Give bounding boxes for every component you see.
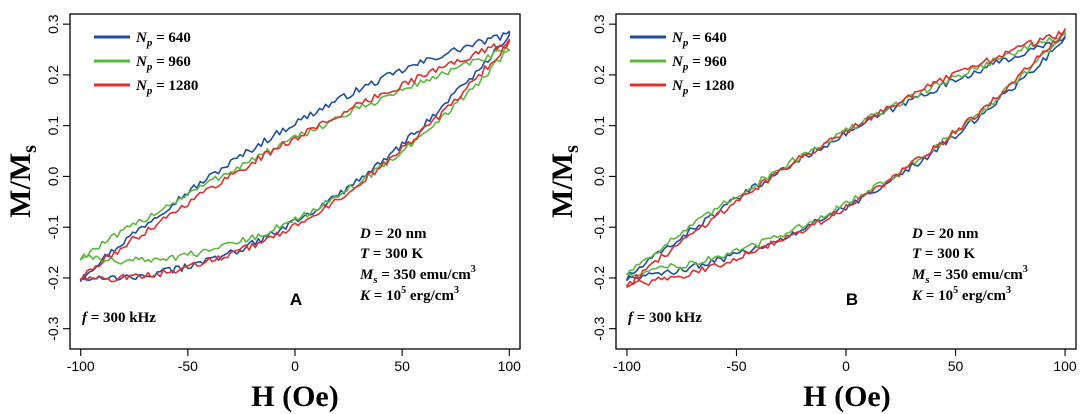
x-tick-label: 0 [842,358,850,374]
series-line-960 [626,31,1066,277]
chart-panel-a: -100 -50 0 50 100 -0.3 -0.2 -0.1 0.0 0.1 0.2 0.3 H (… [4,13,522,413]
chart-panel-b: -100 -50 0 50 100 -0.3 -0.2 -0.1 0.0 0.1 0.2 0.3 H (… [546,13,1077,413]
param-temperature: T = 300 K [912,246,975,262]
param-diameter: D = 20 nm [359,226,427,242]
y-tick-label: 0.0 [591,166,607,186]
x-tick-label: 50 [948,358,964,374]
series-line-1280 [626,28,1066,288]
param-frequency: f = 300 kHz [82,310,156,326]
legend-label-640: Np = 640 [671,30,727,49]
x-tick-label: 50 [394,358,410,374]
param-saturation: Ms = 350 emu/cm3 [911,264,1028,286]
x-axis-label: H (Oe) [803,380,890,413]
x-tick-label: 100 [1053,358,1077,374]
panel-letter: B [846,290,858,309]
panel-letter: A [290,290,302,309]
y-tick-label: -0.2 [45,266,61,290]
param-saturation: Ms = 350 emu/cm3 [359,264,476,286]
y-tick-label: 0.2 [45,65,61,85]
param-diameter: D = 20 nm [911,226,979,242]
y-tick-label: 0.1 [591,116,607,136]
x-tick-label: -50 [178,358,198,374]
y-tick-label: -0.2 [591,266,607,290]
x-tick-label: -100 [67,358,95,374]
legend-label-960: Np = 960 [135,54,191,73]
x-tick-label: -50 [726,358,746,374]
series-line-960 [79,46,511,265]
y-tick-label: 0.1 [45,116,61,136]
x-tick-label: 0 [291,358,299,374]
legend-label-640: Np = 640 [135,30,191,49]
legend-label-1280: Np = 1280 [671,78,734,97]
y-tick-label: -0.3 [591,316,607,340]
x-tick-label: -100 [613,358,641,374]
param-anisotropy: K = 105 erg/cm3 [359,285,459,304]
y-tick-label: 0.3 [591,14,607,34]
y-tick-label: -0.1 [591,215,607,239]
series-line-640 [626,36,1066,281]
param-frequency: f = 300 kHz [628,310,702,326]
y-tick-label: 0.3 [45,14,61,34]
y-axis-label: M/Ms [546,145,583,218]
legend-label-1280: Np = 1280 [135,78,198,97]
y-tick-label: -0.1 [45,215,61,239]
param-anisotropy: K = 105 erg/cm3 [911,285,1011,304]
series-line-640 [79,30,511,282]
y-axis-label: M/Ms [4,145,41,218]
series-line-1280 [79,38,511,283]
y-tick-label: 0.2 [591,65,607,85]
y-tick-label: 0.0 [45,166,61,186]
x-axis-label: H (Oe) [251,380,338,413]
y-tick-label: -0.3 [45,316,61,340]
param-temperature: T = 300 K [360,246,423,262]
x-tick-label: 100 [498,358,522,374]
legend-label-960: Np = 960 [671,54,727,73]
